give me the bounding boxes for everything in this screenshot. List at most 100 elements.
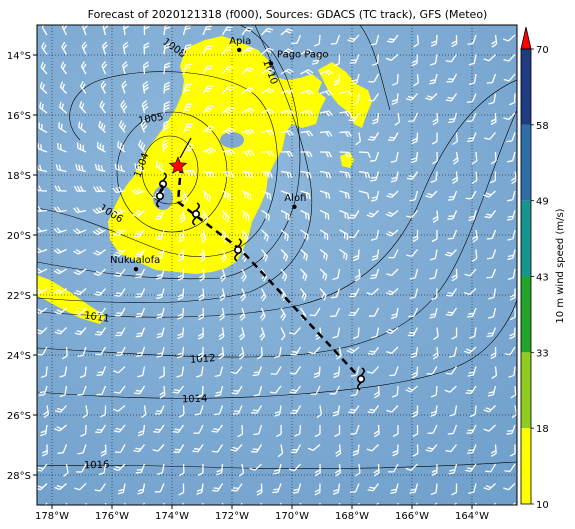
wind-barb [466,424,477,434]
wind-barb [291,34,302,45]
wind-barb [409,190,419,202]
wind-barb [486,268,497,279]
storm-symbol-icon [233,238,243,262]
wind-barb [446,502,457,505]
wind-barb [333,366,341,379]
wind-barb [289,366,302,375]
wind-barb [137,483,146,495]
wind-barb [405,385,418,393]
wind-barb [80,424,87,437]
wind-barb [155,160,165,173]
wind-barb [113,249,126,257]
wind-barb [314,424,321,438]
wind-barb [509,288,516,301]
wind-barb [447,424,458,435]
wind-barb [300,109,314,116]
wind-barb [300,49,314,56]
wind-barb [509,327,516,340]
wind-barb [211,444,224,453]
wind-barb [319,288,327,301]
wind-barb [409,288,419,299]
wind-barb [311,54,321,65]
wind-barb [430,483,438,496]
wind-barb [430,405,438,417]
wind-barb [503,112,516,121]
wind-barb [339,209,349,220]
wind-barb [452,132,458,145]
wind-barb [132,209,145,218]
wind-barb [388,463,399,473]
wind-barb [468,73,477,86]
wind-barb [319,229,329,241]
wind-barb [253,385,263,397]
wind-barb [131,187,145,195]
wind-barb [350,366,360,377]
wind-barb [371,229,380,241]
wind-barb [93,186,106,193]
wind-barb [385,229,399,237]
wind-barb [122,41,129,55]
wind-barb [490,151,497,165]
wind-barb [274,346,282,359]
wind-barb [445,93,458,102]
wind-barb [202,85,214,94]
wind-barb [59,385,68,398]
wind-barb [503,483,516,491]
wind-barb [261,209,270,221]
wind-barb [406,210,418,219]
wind-barb [332,483,341,495]
wind-barb [319,110,333,117]
wind-barb [230,444,243,452]
wind-barb [117,141,126,153]
wind-barb [41,444,48,457]
wind-barb [357,502,360,505]
wind-barb [135,307,146,318]
wind-barb [319,69,333,76]
wind-barb [451,327,458,340]
map-title: Forecast of 2020121318 (f000), Sources: … [87,8,488,21]
colorbar: 10 18 33 43 49 58 70 [520,26,549,511]
wind-barb [114,444,126,453]
colorbar-tick-label: 33 [536,348,549,359]
wind-barb [431,132,438,145]
wind-barb [466,444,477,454]
wind-barb [319,268,328,281]
wind-barb [299,288,307,301]
wind-barb [465,385,477,395]
wind-barb [241,229,249,243]
wind-barb [483,424,496,432]
wind-barb [308,346,321,355]
wind-barb [53,248,67,254]
wind-barb [37,226,48,233]
wind-barb [290,405,302,414]
wind-barb [316,405,323,419]
wind-barb [367,93,380,102]
wind-barb [37,206,48,213]
wind-barb [177,327,185,340]
wind-barb [339,170,351,179]
wind-barb [138,139,146,153]
wind-barb [484,210,497,219]
wind-barb [134,268,146,278]
wind-barb [451,483,458,496]
wind-barb [154,483,165,493]
wind-barb [412,424,419,438]
wind-barb [385,210,399,217]
wind-barb [358,151,371,158]
wind-barb [114,268,126,277]
wind-barb [367,483,380,492]
wind-barb [280,209,290,221]
wind-barb [222,210,230,223]
wind-barb [509,307,516,321]
wind-barb [37,247,48,254]
colorbar-extension [520,26,532,50]
isobar-1010 [37,25,313,303]
wind-barb [53,227,67,234]
wind-barb [221,46,233,55]
wind-barb [54,307,67,315]
place-dot [237,47,242,53]
wind-barb [358,170,371,179]
wind-barb [183,169,197,177]
wind-barb [260,288,267,302]
wind-speed-area-east [318,62,372,128]
